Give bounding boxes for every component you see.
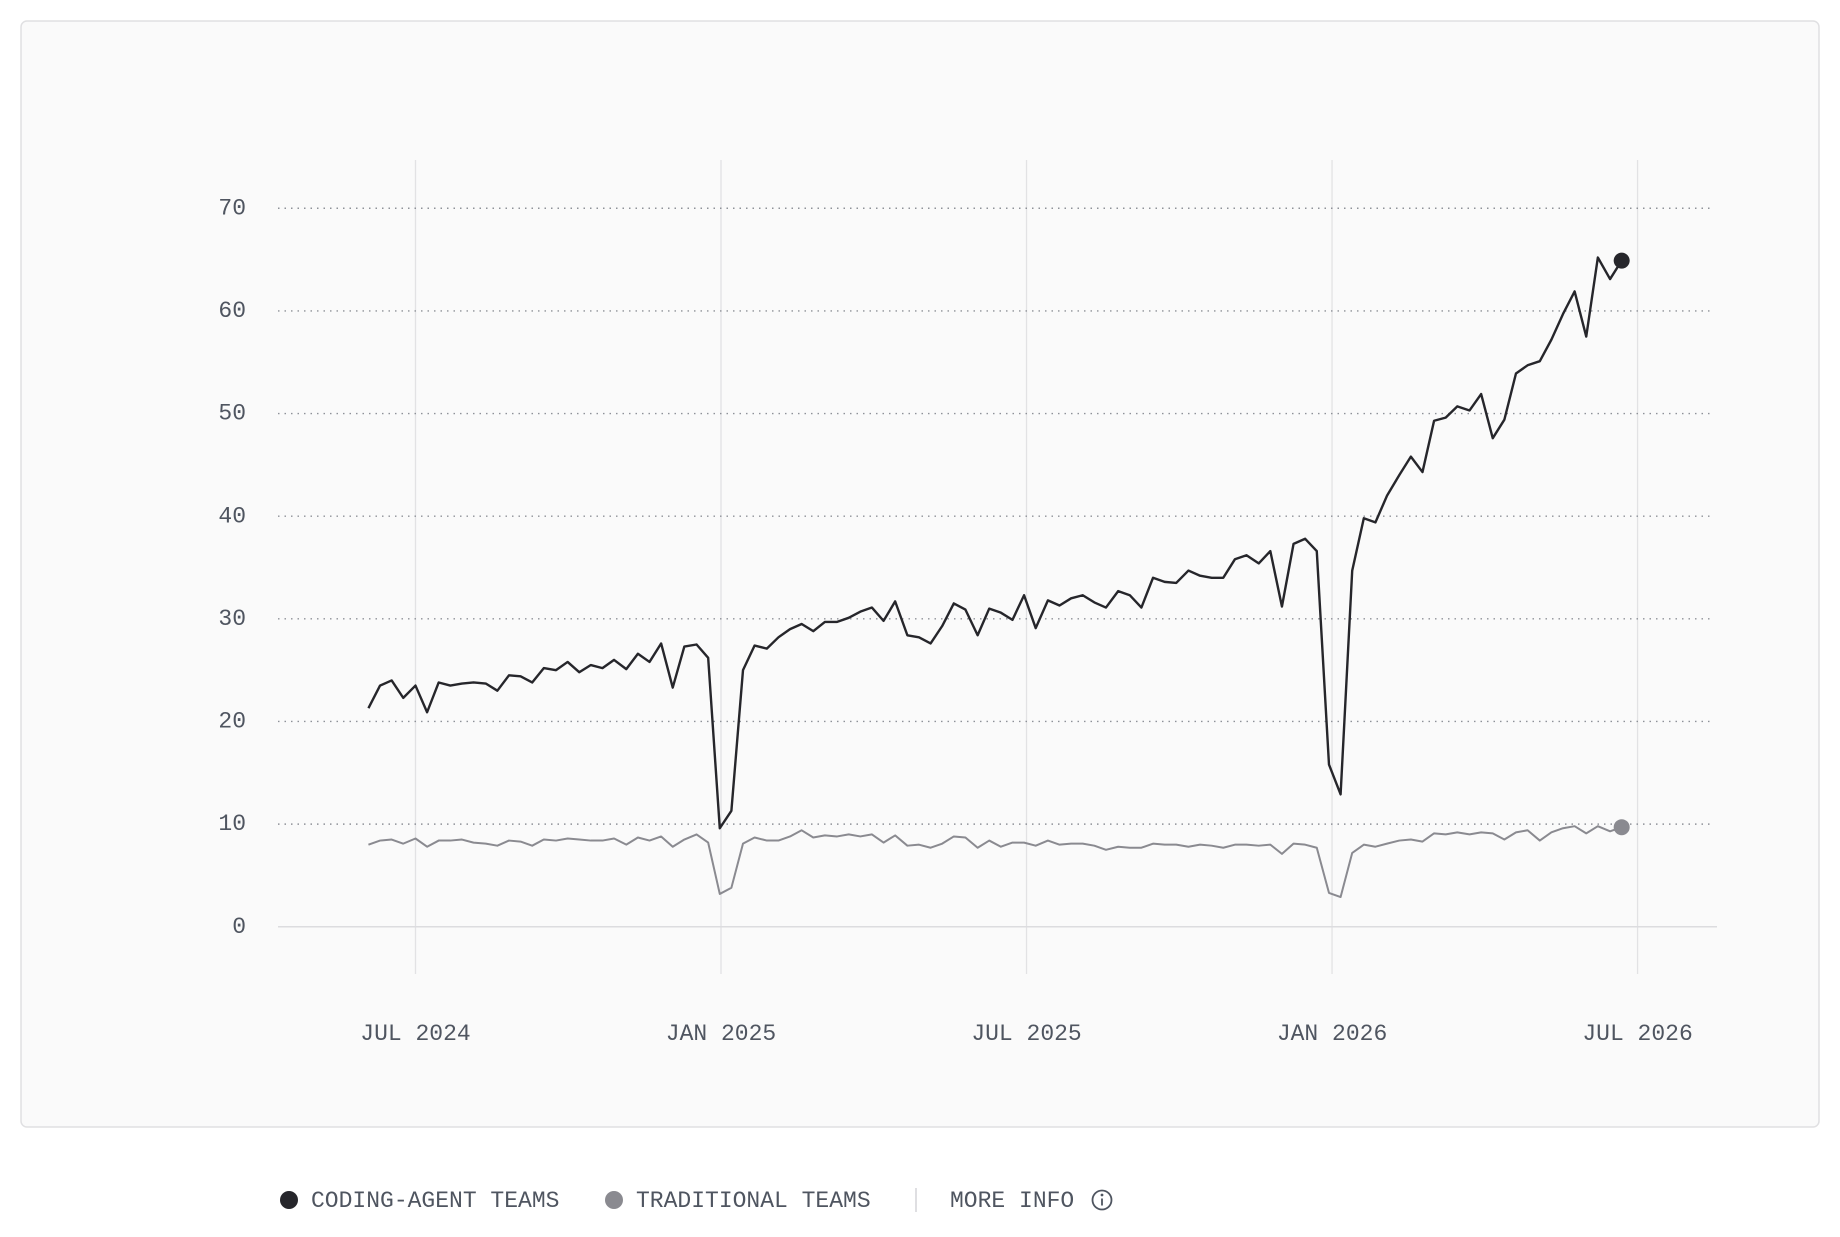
end-point (1613, 819, 1630, 836)
info-icon-dot (1100, 1193, 1104, 1197)
legend-label[interactable]: CODING-AGENT TEAMS (311, 1188, 559, 1214)
x-tick-label: JUL 2024 (360, 1021, 470, 1047)
y-tick-label: 30 (218, 606, 246, 632)
info-icon[interactable] (1091, 1189, 1113, 1211)
x-tick-label: JAN 2026 (1277, 1021, 1387, 1047)
legend-label[interactable]: TRADITIONAL TEAMS (636, 1188, 871, 1214)
y-tick-label: 50 (218, 401, 246, 427)
legend-swatch[interactable] (605, 1191, 623, 1209)
y-tick-label: 0 (232, 914, 246, 940)
series-line (367, 256, 1623, 830)
y-tick-label: 10 (218, 811, 246, 837)
more-info-text[interactable]: MORE INFO (950, 1188, 1074, 1214)
y-tick-label: 60 (218, 298, 246, 324)
x-tick-label: JUL 2025 (971, 1021, 1081, 1047)
more-info[interactable]: MORE INFO (950, 1188, 1113, 1214)
x-tick-label: JUL 2026 (1582, 1021, 1692, 1047)
y-tick-label: 40 (218, 503, 246, 529)
x-tick-label: JAN 2025 (666, 1021, 776, 1047)
series-line (368, 825, 1623, 899)
legend-swatch[interactable] (280, 1191, 298, 1209)
y-tick-label: 70 (218, 195, 246, 221)
end-point (1613, 252, 1630, 269)
chart-card (20, 20, 1820, 1128)
y-tick-label: 20 (218, 709, 246, 735)
